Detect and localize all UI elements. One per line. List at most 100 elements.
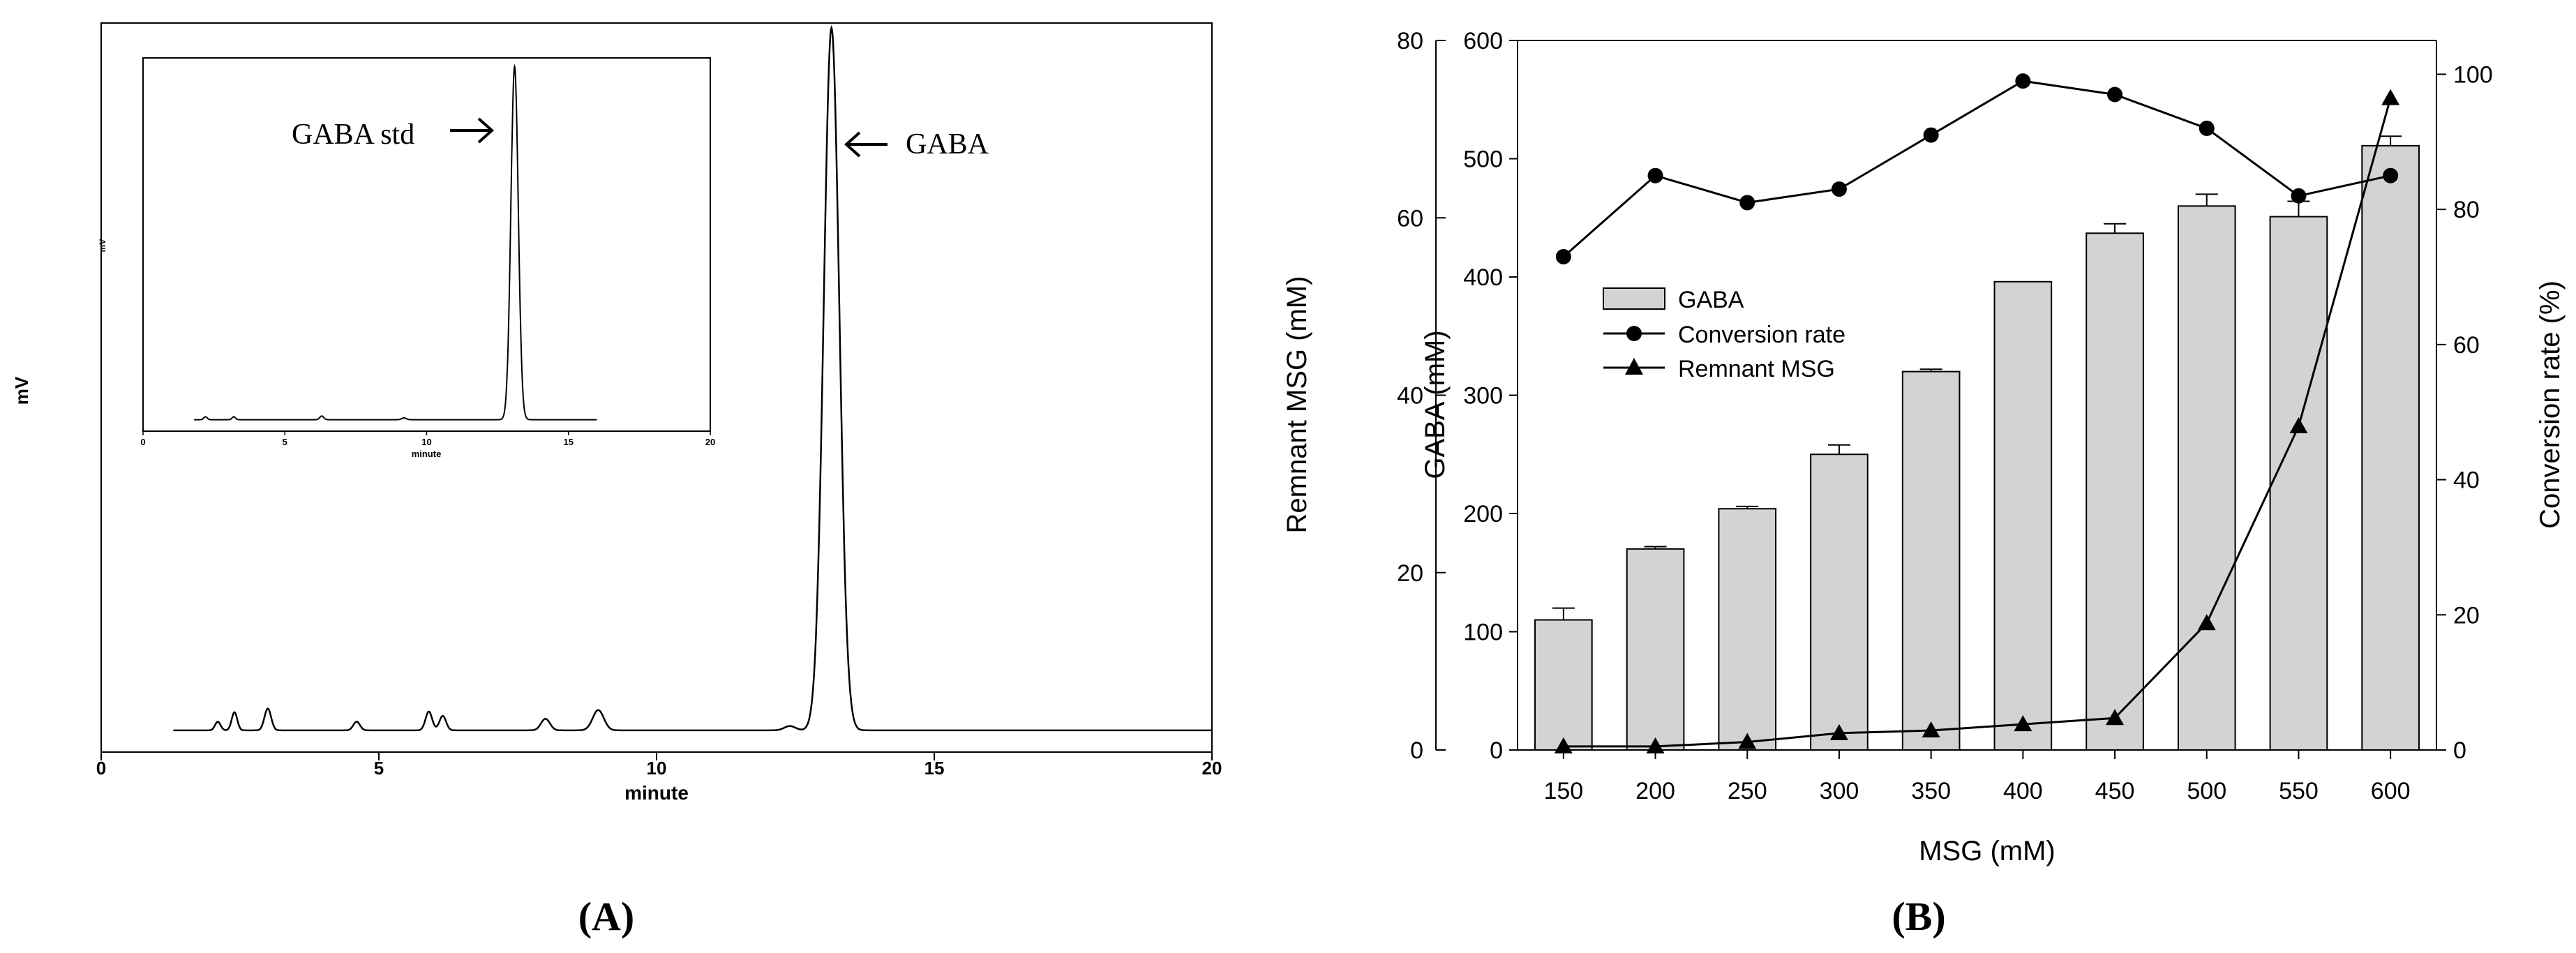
msg-x-tick-label: 250 <box>1728 778 1767 804</box>
msg-x-tick-label: 500 <box>2187 778 2226 804</box>
panel-a-y-label: mV <box>11 376 32 405</box>
gaba-y-tick-label: 0 <box>1490 737 1503 764</box>
remnant-msg-point <box>2197 614 2216 631</box>
conversion-rate-point <box>2015 73 2031 89</box>
msg-x-axis: 150 200 250 300 350 400 450 500 550 600 <box>1543 750 2411 804</box>
gaba-std-annotation: GABA std <box>292 119 414 151</box>
gaba-std-arrow-head-icon <box>477 117 494 144</box>
remnant-msg-point <box>1829 723 1848 740</box>
panel-a-chromatogram: 0 5 10 15 20 mV minute GABA 0 5 10 15 20 mV minu… <box>11 22 1222 939</box>
inset-y-label: mV <box>98 239 107 253</box>
gaba-y-tick-label: 600 <box>1463 28 1503 54</box>
gaba-arrow-head-icon <box>844 131 861 158</box>
conversion-rate-point <box>1739 195 1755 211</box>
remnant-msg-point <box>2106 709 2125 726</box>
msg-x-tick-label: 150 <box>1543 778 1583 804</box>
legend-remnant-label: Remnant MSG <box>1678 356 1835 382</box>
conversion-y-tick-label: 60 <box>2453 332 2480 359</box>
standard-chromatogram-trace <box>194 63 597 421</box>
panel-a-label: (A) <box>578 894 635 939</box>
gaba-y-tick-label: 400 <box>1463 264 1503 291</box>
conversion-y-tick-label: 0 <box>2453 737 2466 764</box>
legend-gaba-label: GABA <box>1678 287 1744 313</box>
msg-x-tick-label: 550 <box>2279 778 2319 804</box>
gaba-axis-title: GABA (mM) <box>1420 330 1451 479</box>
gaba-y-tick-label: 100 <box>1463 620 1503 646</box>
conversion-rate-point <box>2199 120 2215 136</box>
conversion-y-tick-label: 80 <box>2453 197 2480 223</box>
remnant-msg-series <box>1554 89 2400 753</box>
conversion-rate-point <box>2291 188 2307 204</box>
inset-x-tick-label: 0 <box>140 437 145 447</box>
inset-frame <box>142 57 711 432</box>
panel-a-x-tick-label: 15 <box>924 758 945 779</box>
msg-x-tick-label: 600 <box>2371 778 2411 804</box>
panel-b-label: (B) <box>1892 894 1945 939</box>
panel-a-x-tick-label: 5 <box>374 758 384 779</box>
gaba-y-axis: 0 100 200 300 400 500 600 <box>1463 28 1518 764</box>
remnant-msg-point <box>1922 721 1940 738</box>
gaba-bar <box>2269 216 2328 751</box>
conversion-y-tick-label: 100 <box>2453 61 2493 88</box>
gaba-bar <box>1993 280 2053 751</box>
panel-a-inset: 0 5 10 15 20 mV minute GABA std <box>98 57 715 459</box>
panel-a-x-tick-label: 10 <box>647 758 667 779</box>
conversion-y-tick-label: 20 <box>2453 602 2480 629</box>
remnant-y-tick-label: 20 <box>1397 560 1423 587</box>
gaba-y-tick-label: 500 <box>1463 147 1503 173</box>
gaba-bars <box>1534 144 2420 751</box>
gaba-bar <box>2177 205 2236 751</box>
conversion-rate-axis-title: Conversion rate (%) <box>2535 280 2566 529</box>
panel-b-chart: 0 100 200 300 400 500 600 0 20 40 60 80 0 20 40 60 80 1… <box>1282 28 2566 939</box>
msg-axis-title: MSG (mM) <box>1919 836 2055 866</box>
remnant-msg-point <box>2014 715 2032 732</box>
remnant-msg-axis-title: Remnant MSG (mM) <box>1282 276 1312 534</box>
msg-x-tick-label: 350 <box>1911 778 1951 804</box>
remnant-y-tick-label: 60 <box>1397 205 1423 232</box>
gaba-bar <box>2361 144 2420 751</box>
msg-x-tick-label: 450 <box>2095 778 2135 804</box>
gaba-y-tick-label: 200 <box>1463 501 1503 527</box>
conversion-rate-point <box>2107 87 2123 103</box>
inset-x-label: minute <box>412 449 442 459</box>
gaba-peak-annotation: GABA <box>906 128 989 160</box>
panel-a-x-label: minute <box>624 782 689 804</box>
remnant-msg-point <box>2381 89 2400 105</box>
conversion-y-axis: 0 20 40 60 80 100 <box>2436 61 2493 764</box>
remnant-y-axis: 0 20 40 60 80 <box>1397 28 1446 764</box>
conversion-rate-point <box>1923 127 1939 143</box>
remnant-y-tick-label: 40 <box>1397 383 1423 410</box>
legend-conversion-marker-icon <box>1626 326 1642 341</box>
remnant-msg-point <box>1738 733 1757 749</box>
msg-x-tick-label: 300 <box>1820 778 1859 804</box>
conversion-rate-point <box>2383 167 2399 183</box>
conversion-rate-line <box>1562 80 2391 258</box>
gaba-y-tick-label: 300 <box>1463 383 1503 410</box>
legend: GABA Conversion rate Remnant MSG <box>1603 287 1845 382</box>
remnant-msg-line <box>1563 98 2392 748</box>
msg-x-tick-label: 200 <box>1635 778 1675 804</box>
gaba-error-bars <box>1552 135 2402 620</box>
sample-chromatogram-trace <box>173 24 1212 732</box>
gaba-bar <box>1534 619 1593 751</box>
gaba-bar <box>2085 232 2144 751</box>
conversion-rate-series <box>1555 73 2399 264</box>
panel-a-x-tick-label: 0 <box>96 758 106 779</box>
conversion-y-tick-label: 40 <box>2453 467 2480 494</box>
conversion-rate-point <box>1555 248 1571 264</box>
legend-gaba-swatch <box>1603 287 1665 310</box>
inset-x-tick-label: 20 <box>705 437 715 447</box>
inset-x-axis: 0 5 10 15 20 <box>140 431 715 447</box>
inset-x-tick-label: 15 <box>564 437 574 447</box>
inset-x-tick-label: 10 <box>421 437 431 447</box>
panel-a-x-tick-label: 20 <box>1202 758 1222 779</box>
gaba-bar <box>1718 508 1777 751</box>
remnant-msg-point <box>2289 417 2308 433</box>
inset-x-tick-label: 5 <box>283 437 287 447</box>
gaba-bar <box>1626 548 1685 751</box>
conversion-rate-point <box>1647 167 1663 183</box>
remnant-y-tick-label: 80 <box>1397 28 1423 54</box>
conversion-rate-point <box>1831 181 1847 197</box>
legend-remnant-marker-icon <box>1625 358 1643 375</box>
